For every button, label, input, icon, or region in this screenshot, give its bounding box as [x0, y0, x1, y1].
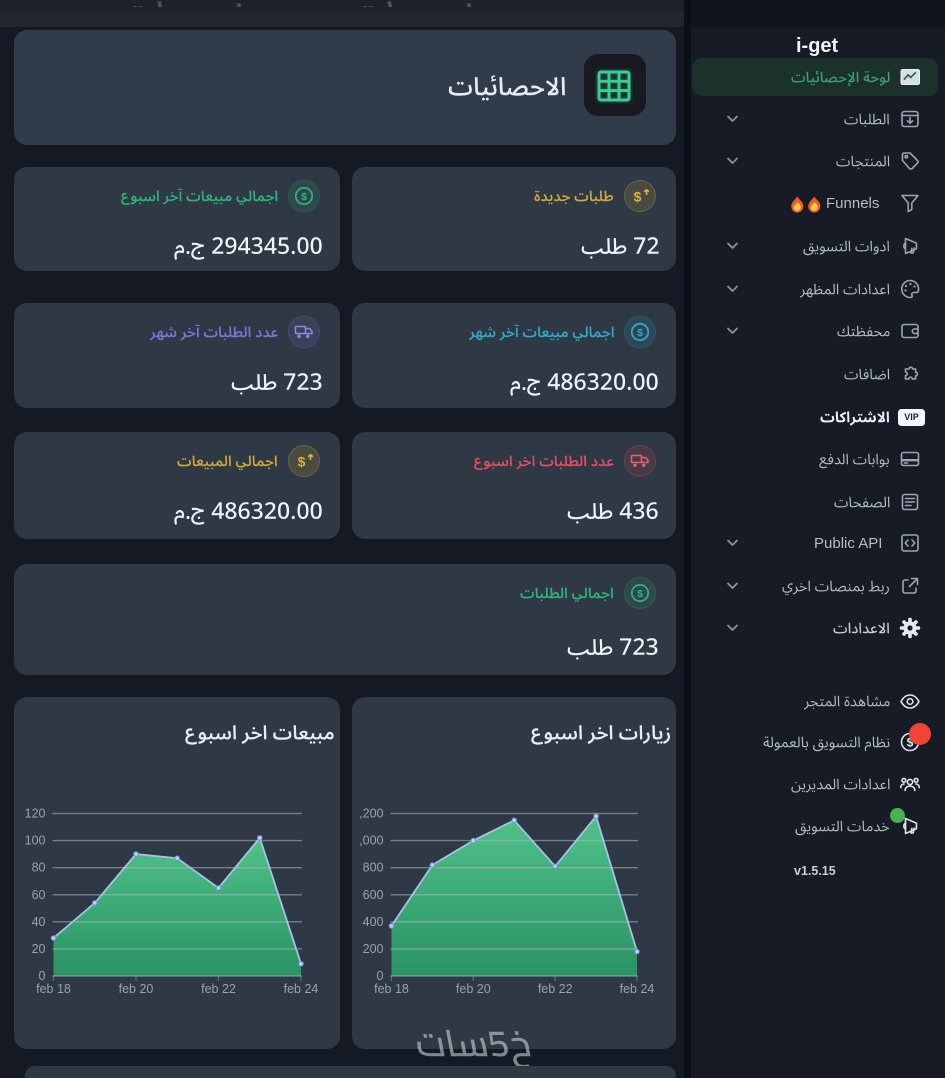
svg-text:80: 80 — [32, 861, 46, 875]
svg-text:feb 18: feb 18 — [374, 982, 409, 996]
svg-text:$: $ — [634, 189, 642, 205]
svg-text:feb 24: feb 24 — [620, 982, 655, 996]
svg-text:60: 60 — [32, 888, 46, 902]
svg-text:feb 20: feb 20 — [119, 982, 154, 996]
svg-text:400: 400 — [363, 915, 384, 929]
svg-text:120: 120 — [25, 807, 46, 821]
svg-text:$: $ — [301, 191, 307, 203]
svg-text:0: 0 — [377, 969, 384, 983]
svg-text:100: 100 — [25, 834, 46, 848]
svg-text:feb 24: feb 24 — [284, 982, 319, 996]
svg-text:200: 200 — [363, 942, 384, 956]
svg-text:,000: ,000 — [359, 834, 383, 848]
svg-text:feb 20: feb 20 — [456, 982, 491, 996]
svg-text:,200: ,200 — [359, 807, 383, 821]
svg-text:800: 800 — [363, 861, 384, 875]
svg-text:$: $ — [298, 454, 306, 470]
svg-text:feb 18: feb 18 — [36, 982, 71, 996]
svg-text:20: 20 — [32, 942, 46, 956]
svg-text:$: $ — [907, 736, 914, 750]
svg-text:feb 22: feb 22 — [201, 982, 236, 996]
svg-text:600: 600 — [363, 888, 384, 902]
svg-text:$: $ — [637, 588, 643, 600]
svg-text:feb 22: feb 22 — [538, 982, 573, 996]
svg-text:40: 40 — [32, 915, 46, 929]
svg-text:0: 0 — [39, 969, 46, 983]
svg-text:$: $ — [637, 327, 643, 339]
